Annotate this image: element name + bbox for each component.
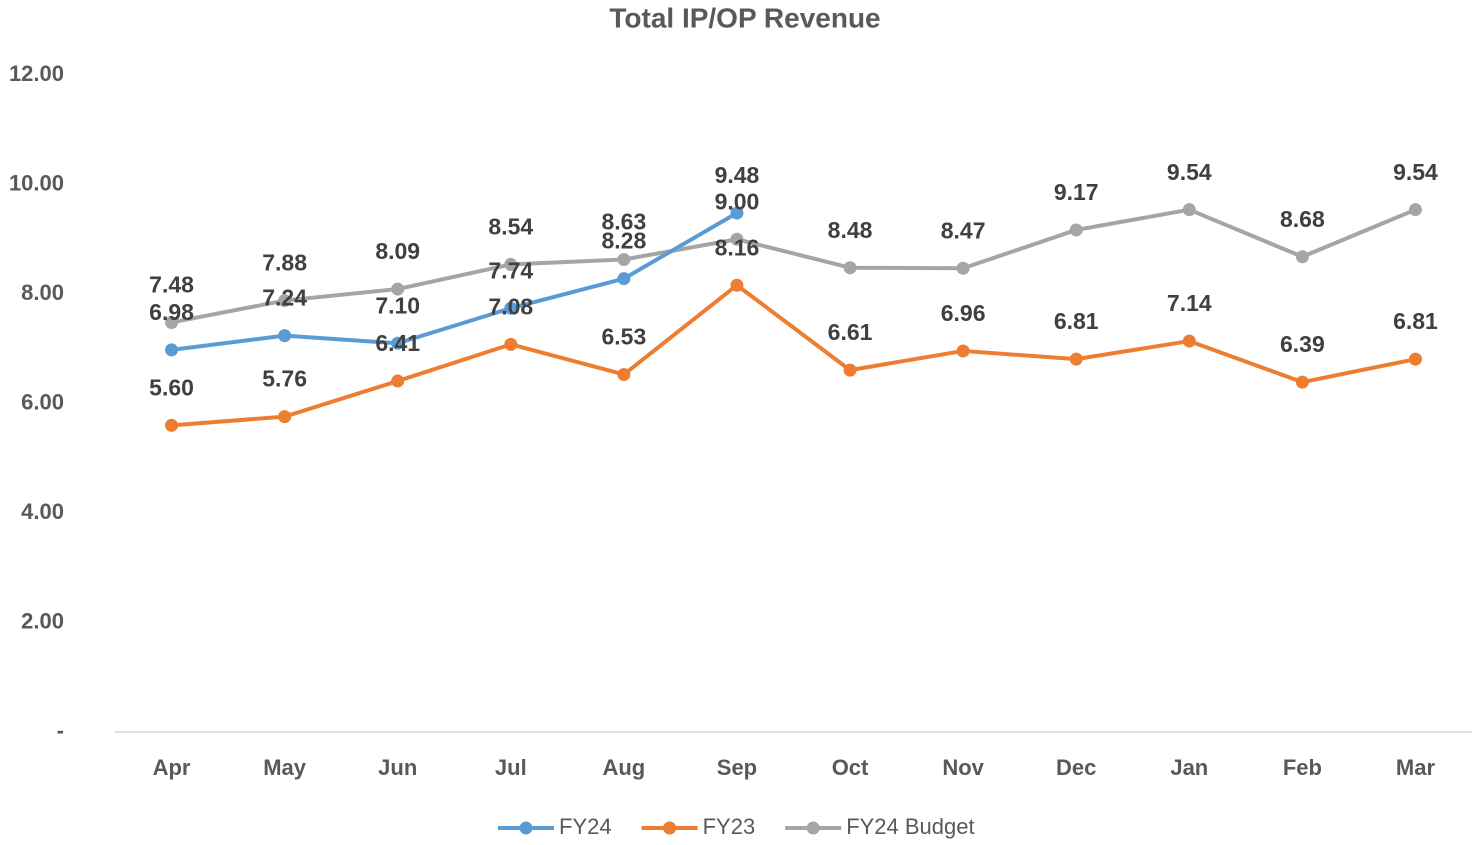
data-point	[617, 253, 631, 267]
data-label: 9.17	[1054, 179, 1099, 205]
data-label: 8.47	[941, 217, 986, 243]
data-label: 9.48	[715, 162, 760, 188]
x-tick-label: Jun	[378, 755, 417, 780]
data-label: 7.08	[488, 293, 533, 319]
data-point	[165, 418, 179, 432]
data-point	[730, 278, 744, 292]
data-label: 8.63	[601, 209, 646, 235]
data-label: 8.09	[375, 238, 420, 264]
x-tick-label: Oct	[832, 755, 869, 780]
x-tick-label: Nov	[942, 755, 984, 780]
data-label: 8.68	[1280, 206, 1325, 232]
x-tick-label: Apr	[153, 755, 191, 780]
data-label: 6.41	[375, 330, 420, 356]
data-label: 6.81	[1054, 308, 1099, 334]
data-point	[843, 261, 857, 275]
data-label: 7.88	[262, 250, 307, 276]
data-label: 7.14	[1167, 290, 1212, 316]
data-point	[391, 336, 405, 350]
data-label: 7.48	[149, 272, 194, 298]
data-point	[1182, 334, 1196, 348]
data-point	[956, 344, 970, 358]
data-point	[1408, 352, 1422, 366]
x-tick-label: Sep	[717, 755, 757, 780]
y-tick-label: 6.00	[21, 389, 64, 414]
data-point	[1408, 203, 1422, 217]
y-tick-label: 2.00	[21, 608, 64, 633]
data-point	[617, 367, 631, 381]
legend-marker	[806, 821, 820, 835]
chart-title: Total IP/OP Revenue	[609, 2, 880, 33]
data-point	[504, 301, 518, 315]
x-tick-label: Mar	[1396, 755, 1436, 780]
data-label: 7.24	[262, 285, 307, 311]
data-label: 9.54	[1167, 159, 1212, 185]
x-tick-label: Aug	[602, 755, 645, 780]
data-label: 6.96	[941, 300, 986, 326]
data-point	[730, 232, 744, 246]
data-point	[956, 261, 970, 275]
data-point	[391, 282, 405, 296]
data-point	[165, 343, 179, 357]
data-label: 6.39	[1280, 331, 1325, 357]
data-label: 5.60	[149, 374, 194, 400]
x-tick-label: Feb	[1283, 755, 1322, 780]
y-tick-label: 12.00	[9, 61, 64, 86]
data-label: 5.76	[262, 366, 307, 392]
data-label: 6.81	[1393, 308, 1438, 334]
data-label: 8.16	[715, 234, 760, 260]
data-point	[278, 329, 292, 343]
x-tick-label: May	[263, 755, 307, 780]
legend-label: FY24	[559, 814, 612, 839]
data-label: 9.54	[1393, 159, 1438, 185]
y-tick-label: 8.00	[21, 280, 64, 305]
data-label: 8.48	[828, 217, 873, 243]
data-point	[278, 410, 292, 424]
series-line	[171, 211, 738, 352]
data-point	[730, 206, 744, 220]
data-point	[1295, 375, 1309, 389]
data-label: 6.53	[601, 324, 646, 350]
data-label: 9.00	[715, 188, 760, 214]
data-label: 7.10	[375, 292, 420, 318]
data-label: 7.74	[488, 257, 533, 283]
data-point	[1069, 223, 1083, 237]
legend-marker	[663, 821, 677, 835]
data-point	[1182, 203, 1196, 217]
legend-label: FY23	[703, 814, 756, 839]
legend-label: FY24 Budget	[846, 814, 974, 839]
legend-marker	[519, 821, 533, 835]
y-tick-label: 10.00	[9, 170, 64, 195]
data-point	[278, 294, 292, 308]
data-label: 6.61	[828, 319, 873, 345]
data-point	[1069, 352, 1083, 366]
data-label: 8.54	[488, 214, 533, 240]
data-point	[843, 363, 857, 377]
data-point	[617, 272, 631, 286]
data-point	[165, 315, 179, 329]
series-line	[171, 207, 1417, 325]
x-tick-label: Jan	[1170, 755, 1208, 780]
data-label: 6.98	[149, 299, 194, 325]
data-point	[504, 257, 518, 271]
data-point	[391, 374, 405, 388]
y-tick-label: 4.00	[21, 499, 64, 524]
data-label: 8.28	[601, 228, 646, 254]
data-point	[1295, 250, 1309, 264]
data-point	[504, 337, 518, 351]
series-line	[171, 283, 1416, 428]
x-tick-label: Jul	[495, 755, 527, 780]
y-tick-label: -	[57, 718, 64, 743]
x-tick-label: Dec	[1056, 755, 1096, 780]
